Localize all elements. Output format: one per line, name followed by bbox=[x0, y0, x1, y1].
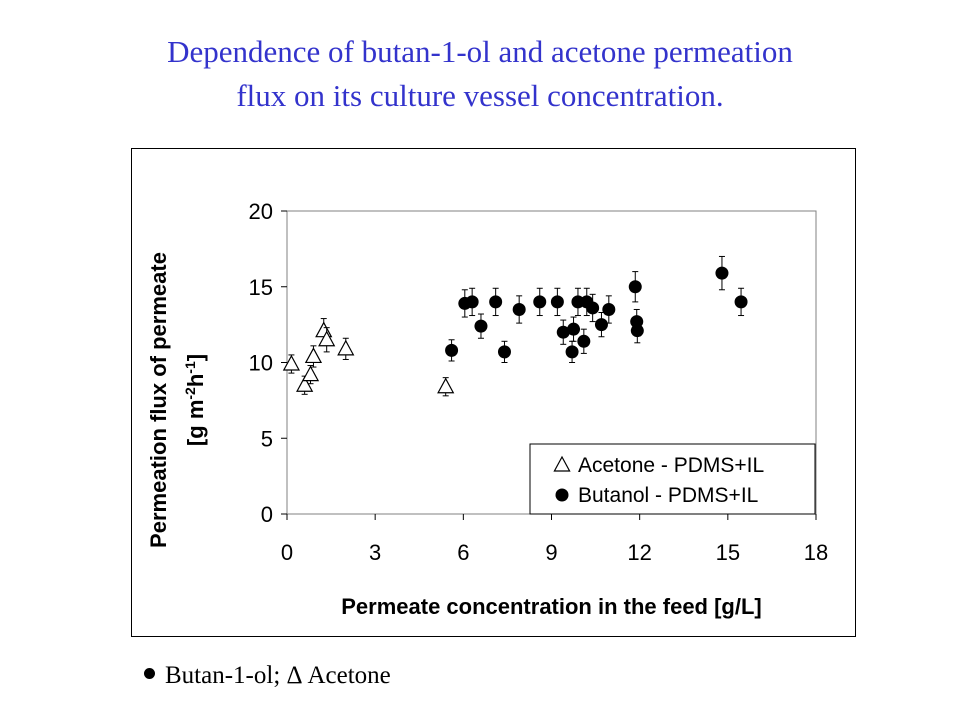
series-acetone bbox=[282, 318, 455, 397]
data-point-acetone bbox=[301, 365, 320, 382]
legend-box bbox=[529, 443, 816, 515]
chart-axes: 0 5 10 15 20 0 3 6 9 12 15 18 Permeate concentration… bbox=[146, 199, 828, 619]
data-point-butanol bbox=[497, 345, 511, 359]
data-point-acetone bbox=[337, 339, 355, 356]
data-point-butanol bbox=[602, 302, 616, 316]
data-point-acetone bbox=[318, 330, 336, 347]
unit-exponent: -2 bbox=[182, 387, 198, 400]
data-point-butanol bbox=[565, 345, 579, 359]
unit-text: [g m bbox=[183, 400, 208, 446]
unit-exponent: -1 bbox=[182, 361, 198, 374]
chart-frame bbox=[131, 148, 856, 637]
data-point-butanol bbox=[577, 334, 591, 348]
y-axis-label-units: [g m-2h-1] bbox=[182, 354, 208, 446]
legend-label-acetone: Acetone - PDMS+IL bbox=[578, 454, 764, 477]
slide-title: Dependence of butan-1-ol and acetone per… bbox=[0, 30, 960, 118]
chart-legend: Acetone - PDMS+IL Butanol - PDMS+IL bbox=[529, 443, 816, 515]
x-tick-label: 12 bbox=[627, 540, 651, 565]
data-point-butanol bbox=[550, 295, 564, 309]
caption-text: Butan-1-ol; Δ Acetone bbox=[165, 662, 391, 689]
y-tick-label: 0 bbox=[261, 502, 273, 527]
data-point-butanol bbox=[533, 295, 547, 309]
figure-caption: Butan-1-ol; Δ Acetone bbox=[144, 662, 391, 690]
data-point-acetone bbox=[282, 354, 301, 371]
filled-circle-icon bbox=[144, 668, 155, 679]
series-butanol bbox=[445, 255, 748, 363]
x-tick-label: 6 bbox=[457, 540, 469, 565]
title-line-1: Dependence of butan-1-ol and acetone per… bbox=[167, 34, 793, 69]
y-tick-label: 10 bbox=[249, 351, 273, 376]
unit-text: h bbox=[183, 374, 208, 387]
data-point-butanol bbox=[715, 266, 729, 280]
data-point-butanol bbox=[474, 319, 488, 333]
data-point-butanol bbox=[489, 295, 503, 309]
chart-marks bbox=[282, 255, 748, 397]
data-point-butanol bbox=[630, 324, 644, 338]
data-point-acetone bbox=[437, 377, 455, 394]
data-point-butanol bbox=[628, 280, 642, 294]
x-tick-label: 9 bbox=[545, 540, 557, 565]
legend-label-butanol: Butanol - PDMS+IL bbox=[578, 484, 758, 507]
triangle-icon bbox=[553, 455, 571, 472]
data-point-butanol bbox=[445, 343, 459, 357]
data-point-acetone bbox=[304, 347, 323, 364]
data-point-butanol bbox=[734, 295, 748, 309]
data-point-butanol bbox=[512, 302, 526, 316]
y-tick-label: 5 bbox=[261, 426, 273, 451]
x-axis-label: Permeate concentration in the feed [g/L] bbox=[341, 594, 762, 619]
data-point-butanol bbox=[586, 301, 600, 315]
x-tick-label: 18 bbox=[804, 540, 828, 565]
data-point-acetone bbox=[315, 321, 333, 338]
data-point-butanol bbox=[567, 322, 581, 336]
data-point-acetone bbox=[296, 375, 314, 392]
title-line-2: flux on its culture vessel concentration… bbox=[236, 78, 724, 113]
data-point-butanol bbox=[556, 325, 570, 339]
circle-icon bbox=[555, 488, 569, 502]
data-point-butanol bbox=[465, 295, 479, 309]
y-axis-label: Permeation flux of permeate bbox=[146, 252, 171, 548]
x-tick-label: 3 bbox=[369, 540, 381, 565]
x-tick-label: 15 bbox=[716, 540, 740, 565]
y-tick-label: 15 bbox=[249, 275, 273, 300]
y-tick-label: 20 bbox=[249, 199, 273, 224]
data-point-butanol bbox=[594, 318, 608, 332]
unit-text: ] bbox=[183, 354, 208, 361]
x-tick-label: 0 bbox=[281, 540, 293, 565]
